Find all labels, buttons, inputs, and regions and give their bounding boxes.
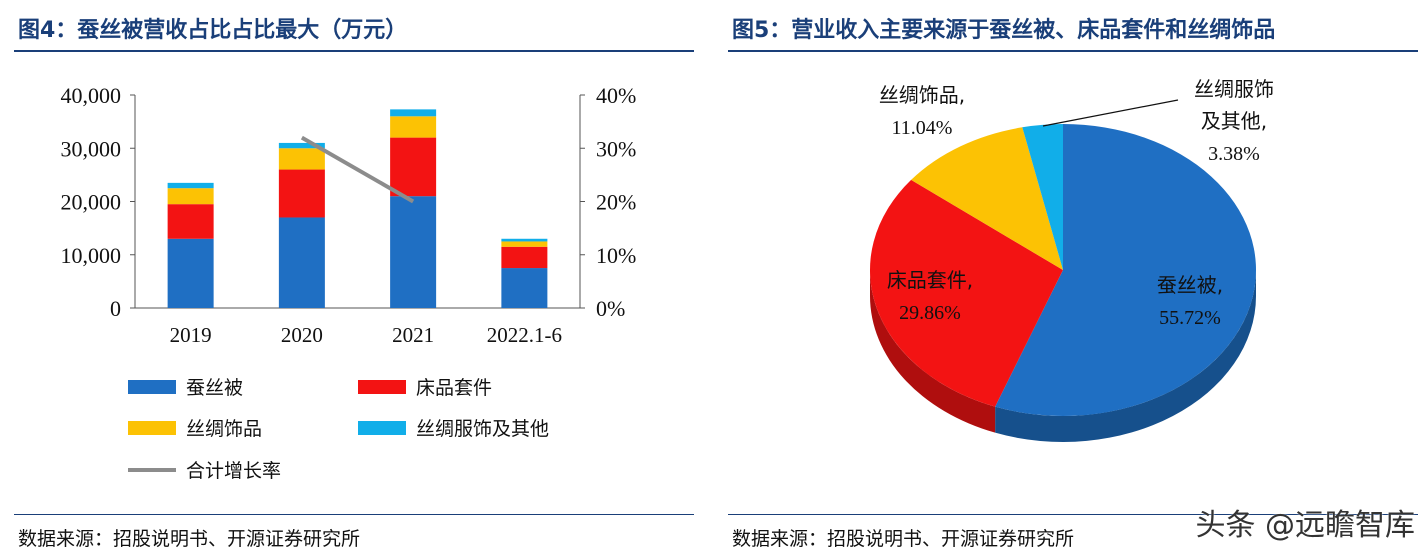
pie-pct-2: 29.86%: [899, 302, 961, 324]
bar-segment-4: [501, 238, 548, 242]
left-chart-title: 图4：蚕丝被营收占比占比最大（万元）: [18, 18, 408, 43]
pie-slice-2: [870, 179, 1063, 407]
legend-label-1: 蚕丝被: [186, 377, 243, 399]
x-tick-label: 2020: [281, 323, 323, 347]
left-source-note: 数据来源：招股说明书、开源证券研究所: [18, 528, 361, 550]
y-tick-label: 20,000: [61, 190, 122, 215]
bar-segment-3: [278, 148, 325, 170]
bar-segment-3: [167, 188, 214, 205]
bar-segment-2: [390, 137, 437, 197]
legend-swatch-4: [358, 421, 406, 435]
y-tick-label: 40,000: [61, 83, 122, 108]
y2-tick-label: 20%: [596, 190, 636, 215]
bar-segment-1: [167, 238, 214, 308]
pie-slice-1: [995, 124, 1257, 416]
pie-leader-line: [1042, 99, 1179, 127]
pie-label-4b: 及其他,: [1201, 109, 1267, 133]
y-tick-label: 0: [110, 296, 121, 321]
bar-segment-2: [167, 204, 214, 239]
pie-label-4a: 丝绸服饰: [1194, 77, 1274, 101]
bar-segment-2: [501, 246, 548, 269]
legend-label-growth: 合计增长率: [186, 460, 281, 482]
legend-swatch-1: [128, 380, 176, 394]
watermark: 头条 @远瞻智库: [1195, 508, 1415, 543]
legend-label-3: 丝绸饰品: [186, 418, 262, 440]
right-source-note: 数据来源：招股说明书、开源证券研究所: [732, 528, 1075, 550]
left-source-rule: [14, 514, 694, 515]
y2-tick-label: 0%: [596, 296, 625, 321]
bar-segment-3: [501, 241, 548, 247]
legend-swatch-2: [358, 380, 406, 394]
y2-tick-label: 10%: [596, 243, 636, 268]
x-tick-label: 2019: [170, 323, 212, 347]
bar-segment-3: [390, 116, 437, 138]
stacked-bar-chart: 0 10,000 20,000 30,000 40,000 0% 10% 20% 30% 40% 2…: [61, 83, 637, 482]
pie-label-2: 床品套件,: [887, 268, 973, 292]
legend-label-4: 丝绸服饰及其他: [416, 418, 549, 440]
y-tick-label: 30,000: [61, 136, 122, 161]
pie-label-3: 丝绸饰品,: [879, 83, 965, 107]
x-tick-label: 2021: [392, 323, 434, 347]
x-tick-label: 2022.1-6: [487, 323, 562, 347]
pie-pct-3: 11.04%: [892, 117, 953, 139]
right-source-rule: [728, 514, 1418, 515]
bar-segment-1: [278, 217, 325, 308]
left-title-rule: [14, 50, 694, 52]
pie-pct-4: 3.38%: [1208, 143, 1260, 165]
pie-side-1: [995, 270, 1256, 442]
bar-segment-1: [501, 268, 548, 308]
bar-segment-4: [390, 109, 437, 117]
legend-label-2: 床品套件: [416, 377, 492, 399]
pie-side-2: [870, 270, 996, 433]
bar-segment-4: [278, 142, 325, 149]
pie-slice-4: [1022, 124, 1063, 270]
right-title-rule: [728, 50, 1418, 52]
pie-slice-3: [911, 127, 1063, 271]
pie-label-1: 蚕丝被,: [1157, 273, 1223, 297]
growth-rate-line: [300, 135, 415, 204]
legend-swatch-3: [128, 421, 176, 435]
pie-pct-1: 55.72%: [1159, 307, 1221, 329]
bar-segment-4: [167, 182, 214, 189]
pie-chart: 蚕丝被, 55.72% 床品套件, 29.86% 丝绸饰品, 11.04% 丝绸服饰及其他,…: [870, 77, 1274, 442]
bar-segment-2: [278, 169, 325, 218]
y2-tick-label: 40%: [596, 83, 636, 108]
bar-segment-1: [390, 196, 437, 308]
y2-tick-label: 30%: [596, 136, 636, 161]
y-tick-label: 10,000: [61, 243, 122, 268]
right-chart-title: 图5：营业收入主要来源于蚕丝被、床品套件和丝绸饰品: [732, 18, 1276, 43]
